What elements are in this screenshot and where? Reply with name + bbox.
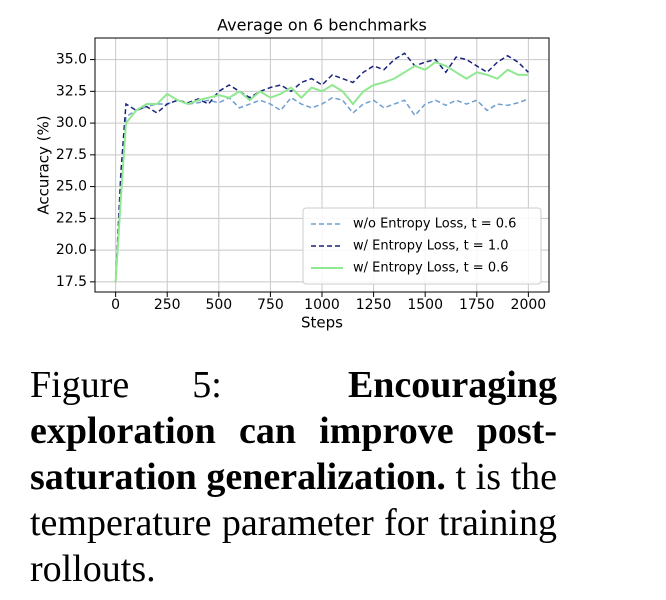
x-tick-label: 250	[154, 297, 181, 313]
x-tick-label: 1250	[356, 297, 392, 313]
legend-box	[302, 207, 542, 285]
x-tick-label: 750	[257, 297, 284, 313]
x-tick-label: 2000	[511, 297, 547, 313]
y-axis-label: Accuracy (%)	[35, 115, 53, 214]
y-tick-label: 17.5	[56, 274, 87, 290]
chart: Average on 6 benchmarks Steps Accuracy (…	[35, 16, 550, 332]
y-tick-label: 27.5	[56, 147, 87, 163]
series-line	[114, 52, 529, 282]
legend-label: w/ Entropy Loss, t = 1.0	[353, 239, 509, 254]
y-tick-label: 25.0	[56, 179, 87, 195]
legend-label: w/o Entropy Loss, t = 0.6	[353, 217, 516, 232]
y-tick-label: 30.0	[56, 115, 87, 131]
y-tick-label: 35.0	[56, 52, 87, 68]
legend-label: w/ Entropy Loss, t = 0.6	[353, 261, 509, 276]
series-line	[114, 61, 529, 282]
x-tick-label: 1000	[304, 297, 340, 313]
x-tick-label: 1750	[459, 297, 495, 313]
x-tick-label: 0	[111, 297, 120, 313]
x-tick-label: 1500	[407, 297, 443, 313]
y-tick-label: 22.5	[56, 210, 87, 226]
plot-frame	[94, 37, 550, 293]
x-axis-label: Steps	[301, 314, 343, 332]
chart-title: Average on 6 benchmarks	[217, 16, 427, 35]
y-tick-label: 20.0	[56, 242, 87, 258]
caption: Figure 5: Encouraging exploration can im…	[30, 362, 557, 592]
y-tick-label: 32.5	[56, 83, 87, 99]
caption-label: Figure 5:	[30, 364, 222, 406]
x-tick-label: 500	[205, 297, 232, 313]
caption-text: t is the temperature parameter for train…	[30, 456, 557, 590]
caption-bold: Encouraging exploration can improve post…	[30, 364, 557, 498]
